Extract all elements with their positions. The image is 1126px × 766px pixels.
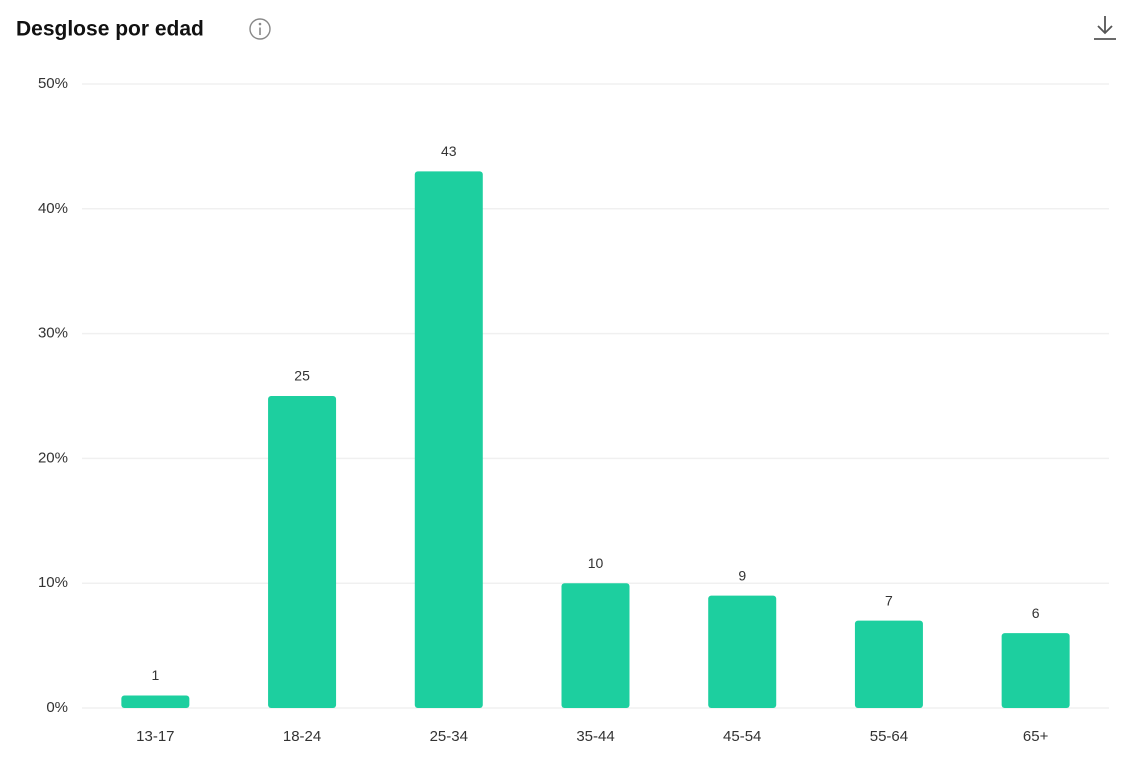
x-tick-label: 55-64 — [870, 728, 908, 745]
bar — [414, 171, 483, 709]
x-tick-label: 35-44 — [576, 728, 614, 745]
x-tick-label: 18-24 — [283, 728, 321, 745]
value-label: 25 — [294, 368, 310, 384]
value-label: 10 — [588, 555, 604, 571]
y-tick-label: 30% — [38, 325, 68, 342]
x-tick-label: 13-17 — [136, 728, 174, 745]
bar — [121, 695, 190, 708]
bar — [268, 396, 337, 708]
y-tick-label: 10% — [38, 574, 68, 591]
x-tick-label: 25-34 — [430, 728, 468, 745]
y-tick-label: 50% — [38, 75, 68, 92]
x-tick-label: 45-54 — [723, 728, 761, 745]
bar — [854, 620, 923, 708]
chart-title: Desglose por edad — [16, 18, 204, 41]
bar — [708, 595, 777, 708]
bar — [561, 583, 630, 708]
value-label: 6 — [1032, 605, 1040, 621]
download-icon[interactable] — [1094, 16, 1116, 40]
value-label: 9 — [738, 567, 746, 583]
value-label: 43 — [441, 143, 457, 159]
value-label: 1 — [151, 667, 159, 683]
y-tick-label: 40% — [38, 200, 68, 217]
y-tick-label: 20% — [38, 449, 68, 466]
value-label: 7 — [885, 592, 893, 608]
y-tick-label: 0% — [46, 699, 68, 716]
info-icon[interactable] — [249, 18, 271, 40]
x-tick-label: 65+ — [1023, 728, 1049, 745]
bar — [1001, 633, 1070, 708]
